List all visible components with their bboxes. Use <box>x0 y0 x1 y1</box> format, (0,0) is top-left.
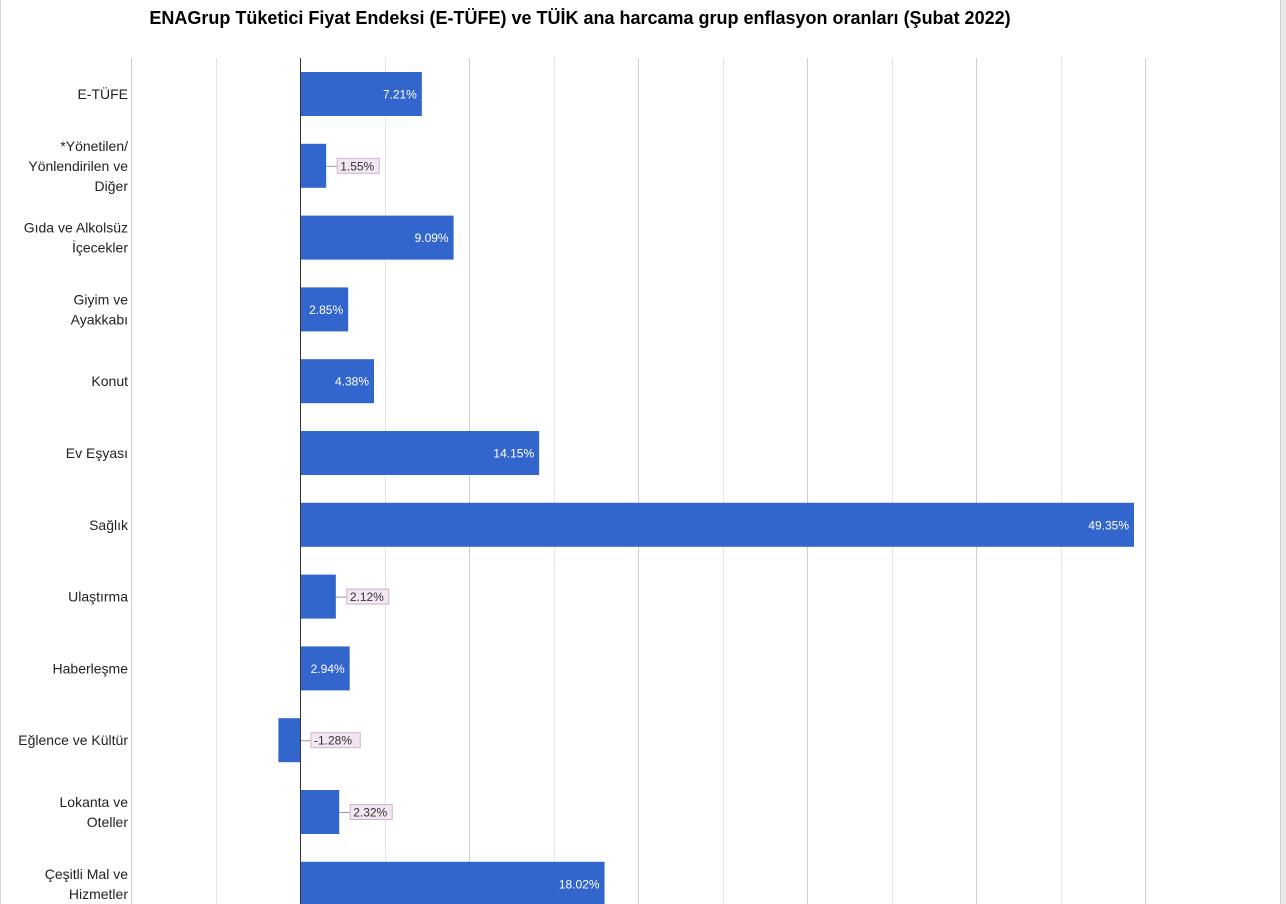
callout-box <box>336 157 380 174</box>
frame-right-border <box>1280 0 1286 904</box>
bar <box>300 502 1135 547</box>
chart-title: ENAGrup Tüketici Fiyat Endeksi (E-TÜFE) … <box>149 8 1011 28</box>
data-label: 2.85% <box>309 303 343 317</box>
bar <box>300 287 349 332</box>
data-label: -1.28% <box>314 734 352 748</box>
category-label: Sağlık <box>89 517 129 533</box>
bar <box>300 72 422 116</box>
frame-left-border <box>0 0 1 904</box>
bar <box>278 718 300 763</box>
category-label: Gıda ve Alkolsüz İçecekler <box>24 220 129 256</box>
data-label: 18.02% <box>559 877 600 891</box>
callout-box <box>346 588 390 605</box>
bar <box>300 646 350 691</box>
callout-box <box>310 732 361 749</box>
data-label: 2.32% <box>353 806 387 820</box>
category-label: Haberleşme <box>53 660 129 676</box>
category-label: Ev Eşyası <box>66 445 128 461</box>
bar <box>300 143 327 188</box>
data-label: 2.94% <box>311 662 345 676</box>
category-label: Eğlence ve Kültür <box>18 732 128 748</box>
category-label: Giyim ve Ayakkabı <box>71 291 129 327</box>
bar <box>300 215 454 260</box>
callout-box <box>349 804 393 820</box>
bar <box>300 431 540 475</box>
data-label: 2.12% <box>350 590 384 604</box>
category-label: Çeşitli Mal ve Hizmetler <box>45 866 129 902</box>
bar <box>300 574 336 619</box>
bar <box>300 790 340 834</box>
data-label: 9.09% <box>415 231 449 245</box>
category-label: Lokanta ve Oteller <box>60 794 129 830</box>
category-label: Konut <box>91 373 128 389</box>
data-label: 49.35% <box>1088 518 1129 532</box>
category-label: Ulaştırma <box>68 589 128 605</box>
data-label: 14.15% <box>493 447 534 461</box>
bar <box>300 359 375 404</box>
bar <box>300 861 605 904</box>
data-label: 7.21% <box>383 88 417 102</box>
category-label: *Yönetilen/Yönlendirilen ve Diğer <box>28 138 128 194</box>
data-label: 1.55% <box>340 159 374 173</box>
data-label: 4.38% <box>335 375 369 389</box>
category-label: E-TÜFE <box>77 85 128 102</box>
